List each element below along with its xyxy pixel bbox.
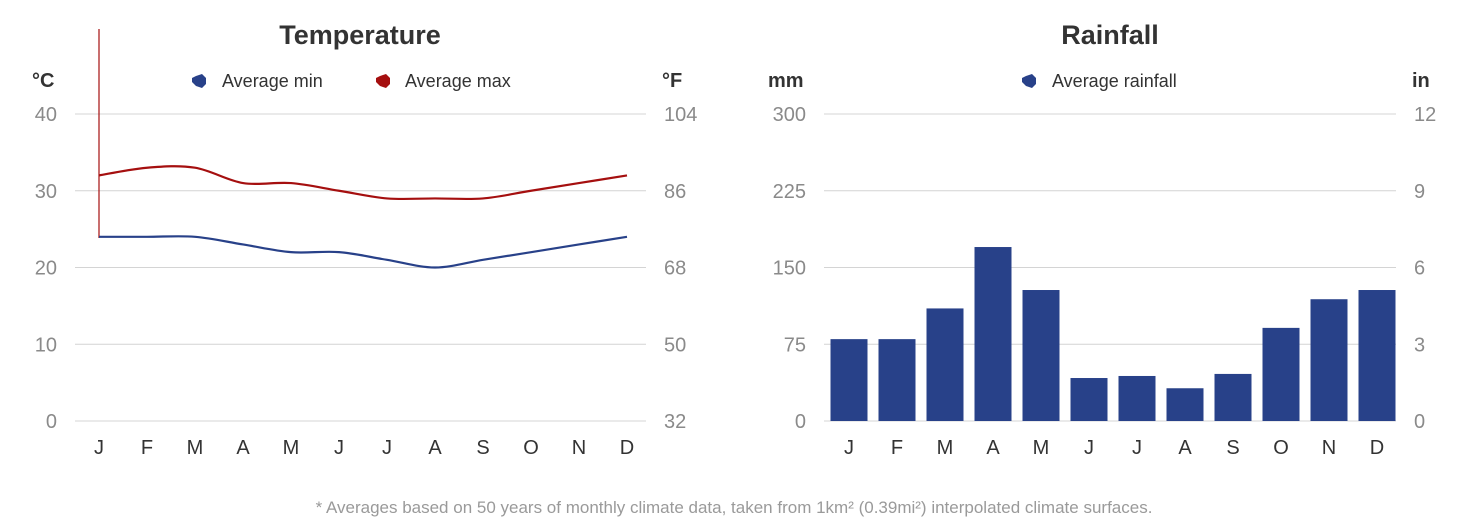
rainfall-right-tick: 12	[1414, 104, 1436, 126]
temperature-right-tick: 104	[664, 104, 697, 126]
rainfall-month-label: A	[1178, 437, 1192, 459]
temperature-right-tick: 50	[664, 334, 686, 356]
temperature-month-label: A	[236, 437, 250, 459]
rainfall-month-label: M	[937, 437, 954, 459]
temperature-gridlines	[75, 113, 646, 422]
rainfall-bar-5[interactable]	[1070, 378, 1108, 421]
rainfall-gridlines	[824, 113, 1396, 422]
temperature-left-unit: °C	[32, 70, 54, 92]
temperature-month-label: J	[382, 437, 392, 459]
temperature-month-label: J	[334, 437, 344, 459]
legend-max-label: Average max	[405, 71, 511, 91]
temperature-month-label: D	[620, 437, 634, 459]
temperature-title: Temperature	[279, 20, 441, 50]
rainfall-bar-1[interactable]	[878, 339, 916, 421]
temperature-left-tick: 0	[46, 411, 57, 433]
rainfall-bar-0[interactable]	[830, 339, 868, 421]
rainfall-title: Rainfall	[1061, 20, 1159, 50]
temperature-month-label: O	[523, 437, 539, 459]
rainfall-left-tick: 225	[773, 181, 806, 203]
rainfall-bar-9[interactable]	[1262, 327, 1300, 421]
temperature-month-label: J	[94, 437, 104, 459]
rainfall-right-unit: in	[1412, 70, 1430, 92]
legend-rain-marker	[1022, 74, 1036, 88]
rainfall-right-tick: 0	[1414, 411, 1425, 433]
rainfall-month-label: A	[986, 437, 1000, 459]
rainfall-left-tick: 150	[773, 258, 806, 280]
rainfall-month-label: D	[1370, 437, 1384, 459]
rainfall-month-label: S	[1226, 437, 1239, 459]
temperature-month-label: M	[187, 437, 204, 459]
legend-min-marker	[192, 74, 206, 88]
temperature-right-ticks: 32 50 68 86 104	[664, 104, 697, 433]
rainfall-month-label: J	[844, 437, 854, 459]
rainfall-bar-3[interactable]	[974, 247, 1012, 421]
series-line-average-max	[98, 165, 628, 201]
rainfall-left-tick: 300	[773, 104, 806, 126]
rainfall-bars	[830, 247, 1396, 421]
rainfall-right-tick: 9	[1414, 181, 1425, 203]
rainfall-month-label: O	[1273, 437, 1289, 459]
rainfall-month-label: F	[891, 437, 903, 459]
legend-rain-label: Average rainfall	[1052, 71, 1177, 91]
legend-average-rainfall[interactable]: Average rainfall	[1022, 71, 1177, 91]
rainfall-legend: Average rainfall	[1022, 71, 1177, 91]
rainfall-month-label: J	[1084, 437, 1094, 459]
rainfall-bar-7[interactable]	[1166, 388, 1204, 421]
legend-average-max[interactable]: Average max	[376, 71, 511, 91]
temperature-left-ticks: 0 10 20 30 40	[35, 104, 57, 433]
temperature-month-label: M	[283, 437, 300, 459]
rainfall-left-ticks: 0 75 150 225 300	[773, 104, 806, 433]
rainfall-bar-11[interactable]	[1358, 290, 1396, 421]
rainfall-bar-2[interactable]	[926, 308, 964, 421]
temperature-right-tick: 86	[664, 181, 686, 203]
temperature-month-label: S	[476, 437, 489, 459]
temperature-right-tick: 68	[664, 258, 686, 280]
rainfall-left-tick: 75	[784, 334, 806, 356]
temperature-left-tick: 30	[35, 181, 57, 203]
legend-min-label: Average min	[222, 71, 323, 91]
rainfall-left-tick: 0	[795, 411, 806, 433]
rainfall-left-unit: mm	[768, 70, 804, 92]
footnote: * Averages based on 50 years of monthly …	[316, 498, 1153, 517]
temperature-chart: Temperature °C °F Average min Average ma…	[32, 20, 697, 459]
rainfall-bar-6[interactable]	[1118, 375, 1156, 421]
temperature-month-label: F	[141, 437, 153, 459]
rainfall-month-label: N	[1322, 437, 1336, 459]
temperature-left-tick: 40	[35, 104, 57, 126]
temperature-right-tick: 32	[664, 411, 686, 433]
temperature-right-unit: °F	[662, 70, 682, 92]
temperature-left-tick: 10	[35, 334, 57, 356]
series-line-average-min	[98, 235, 628, 269]
rainfall-right-ticks: 0 3 6 9 12	[1414, 104, 1436, 433]
legend-max-marker	[376, 74, 390, 88]
temperature-left-tick: 20	[35, 258, 57, 280]
rainfall-month-label: J	[1132, 437, 1142, 459]
rainfall-right-tick: 3	[1414, 334, 1425, 356]
legend-average-min[interactable]: Average min	[192, 71, 323, 91]
temperature-month-label: A	[428, 437, 442, 459]
temperature-legend: Average min Average max	[192, 71, 511, 91]
rainfall-bar-10[interactable]	[1310, 299, 1348, 421]
rainfall-right-tick: 6	[1414, 258, 1425, 280]
rainfall-bar-8[interactable]	[1214, 373, 1252, 421]
rainfall-chart: Rainfall mm in Average rainfall 0 75 150 22…	[768, 20, 1436, 459]
rainfall-bar-4[interactable]	[1022, 290, 1060, 421]
rainfall-month-label: M	[1033, 437, 1050, 459]
temperature-month-label: N	[572, 437, 586, 459]
